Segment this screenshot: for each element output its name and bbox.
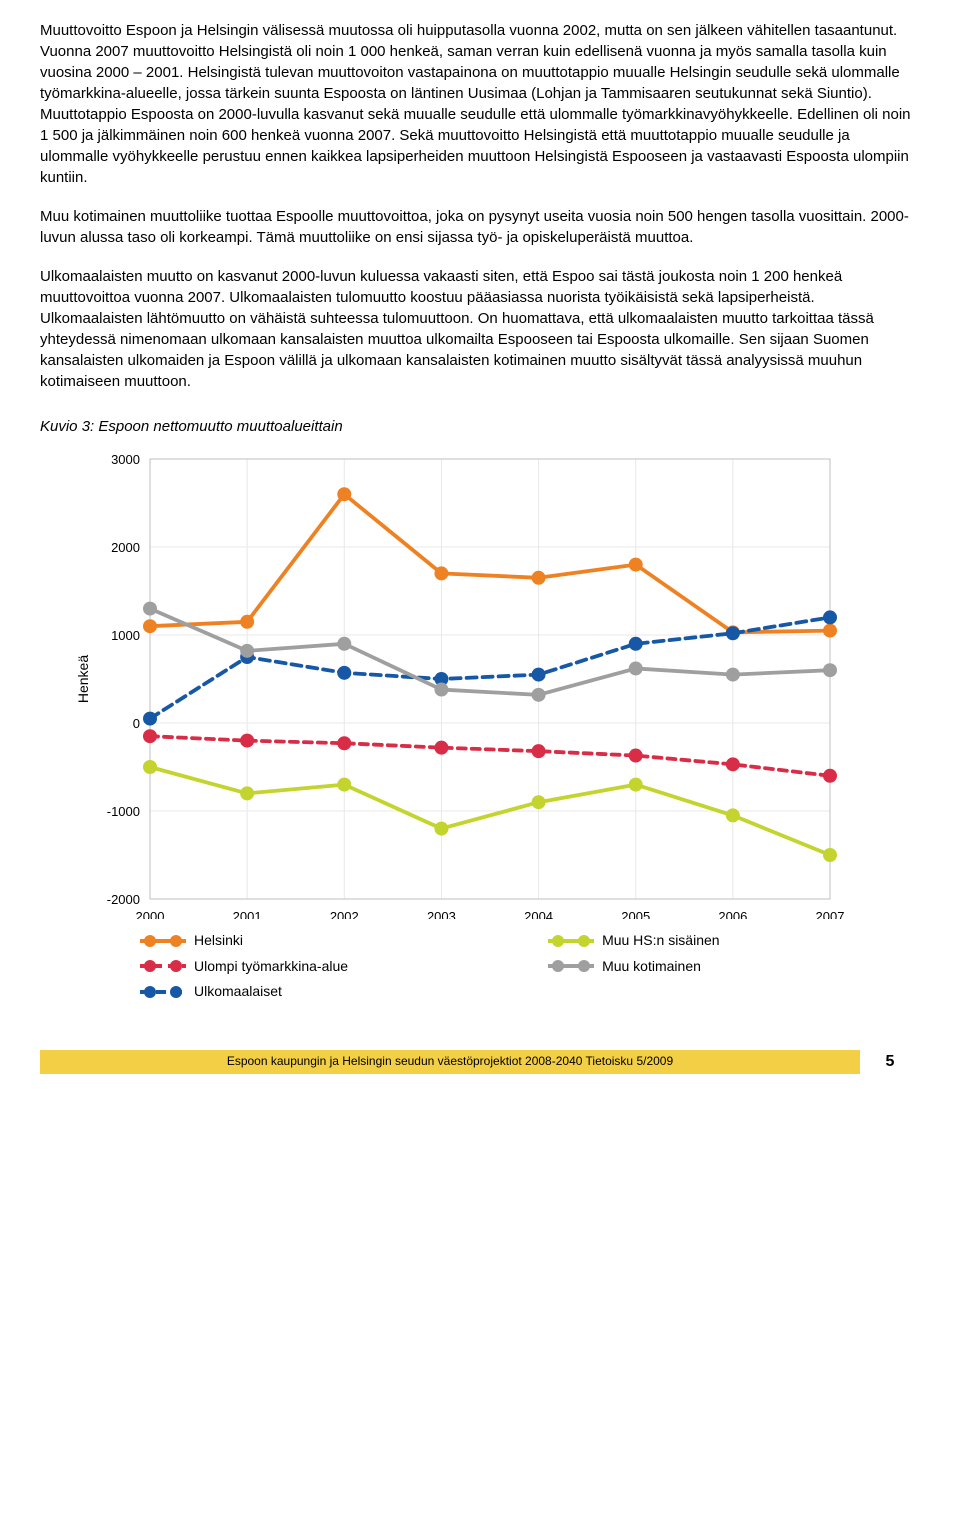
page-number: 5 <box>860 1051 920 1073</box>
legend-swatch-ulkomaalaiset <box>140 984 186 1000</box>
svg-text:2004: 2004 <box>524 909 553 919</box>
series-marker-muu_kotimainen <box>143 602 157 616</box>
series-marker-helsinki <box>143 619 157 633</box>
svg-text:-2000: -2000 <box>107 892 140 907</box>
svg-text:2002: 2002 <box>330 909 359 919</box>
series-marker-ulkomaalaiset <box>143 712 157 726</box>
series-marker-ulompi <box>240 734 254 748</box>
legend-label-muu_hs: Muu HS:n sisäinen <box>602 931 720 951</box>
series-marker-muu_kotimainen <box>337 637 351 651</box>
legend-swatch-ulompi <box>140 958 186 974</box>
series-marker-muu_hs <box>726 808 740 822</box>
svg-text:2000: 2000 <box>111 540 140 555</box>
legend-label-ulkomaalaiset: Ulkomaalaiset <box>194 982 282 1002</box>
legend-swatch-muu_kotimainen <box>548 958 594 974</box>
footer-title: Espoon kaupungin ja Helsingin seudun väe… <box>40 1050 860 1074</box>
series-marker-muu_hs <box>629 778 643 792</box>
svg-text:2003: 2003 <box>427 909 456 919</box>
paragraph-1: Muuttovoitto Espoon ja Helsingin välises… <box>40 20 920 188</box>
svg-text:1000: 1000 <box>111 628 140 643</box>
svg-text:0: 0 <box>133 716 140 731</box>
legend-swatch-helsinki <box>140 933 186 949</box>
series-marker-muu_hs <box>143 760 157 774</box>
series-marker-helsinki <box>337 487 351 501</box>
series-marker-muu_hs <box>240 786 254 800</box>
series-marker-ulompi <box>532 744 546 758</box>
series-marker-muu_kotimainen <box>434 683 448 697</box>
series-marker-ulkomaalaiset <box>726 626 740 640</box>
series-marker-muu_hs <box>823 848 837 862</box>
svg-text:2000: 2000 <box>136 909 165 919</box>
series-marker-helsinki <box>240 615 254 629</box>
legend-label-muu_kotimainen: Muu kotimainen <box>602 957 701 977</box>
series-marker-ulompi <box>143 729 157 743</box>
series-marker-ulompi <box>726 757 740 771</box>
svg-text:Henkeä: Henkeä <box>75 655 91 703</box>
page-footer: Espoon kaupungin ja Helsingin seudun väe… <box>40 1042 920 1082</box>
series-marker-muu_kotimainen <box>532 688 546 702</box>
series-marker-helsinki <box>823 624 837 638</box>
series-marker-ulkomaalaiset <box>337 666 351 680</box>
svg-text:2005: 2005 <box>621 909 650 919</box>
legend-swatch-muu_hs <box>548 933 594 949</box>
series-marker-helsinki <box>532 571 546 585</box>
chart-title: Kuvio 3: Espoon nettomuutto muuttoalueit… <box>40 416 920 437</box>
legend-item-muu_hs: Muu HS:n sisäinen <box>548 931 720 951</box>
series-marker-ulompi <box>629 749 643 763</box>
series-marker-muu_kotimainen <box>240 644 254 658</box>
series-marker-muu_hs <box>337 778 351 792</box>
paragraph-3: Ulkomaalaisten muutto on kasvanut 2000-l… <box>40 266 920 392</box>
series-marker-helsinki <box>434 566 448 580</box>
net-migration-chart: -2000 -1000 0 1000 2000 3000 2000 2001 2002 2003 2… <box>40 449 920 1002</box>
svg-text:3000: 3000 <box>111 452 140 467</box>
series-marker-helsinki <box>629 558 643 572</box>
series-marker-muu_kotimainen <box>823 663 837 677</box>
chart-svg: -2000 -1000 0 1000 2000 3000 2000 2001 2002 2003 2… <box>70 449 850 919</box>
chart-legend: Helsinki Ulompi työmarkkina-alue Ulkomaa… <box>140 931 920 1002</box>
svg-text:2001: 2001 <box>233 909 262 919</box>
legend-item-muu_kotimainen: Muu kotimainen <box>548 957 720 977</box>
legend-item-helsinki: Helsinki <box>140 931 348 951</box>
series-marker-muu_kotimainen <box>629 661 643 675</box>
paragraph-2: Muu kotimainen muuttoliike tuottaa Espoo… <box>40 206 920 248</box>
series-marker-ulompi <box>823 769 837 783</box>
svg-text:-1000: -1000 <box>107 804 140 819</box>
legend-item-ulompi: Ulompi työmarkkina-alue <box>140 957 348 977</box>
series-marker-ulkomaalaiset <box>823 610 837 624</box>
legend-label-ulompi: Ulompi työmarkkina-alue <box>194 957 348 977</box>
series-marker-ulompi <box>434 741 448 755</box>
series-marker-muu_hs <box>434 822 448 836</box>
series-marker-muu_hs <box>532 795 546 809</box>
series-marker-ulkomaalaiset <box>532 668 546 682</box>
svg-text:2007: 2007 <box>816 909 845 919</box>
legend-item-ulkomaalaiset: Ulkomaalaiset <box>140 982 348 1002</box>
legend-label-helsinki: Helsinki <box>194 931 243 951</box>
svg-text:2006: 2006 <box>718 909 747 919</box>
series-marker-ulompi <box>337 736 351 750</box>
series-marker-ulkomaalaiset <box>629 637 643 651</box>
series-marker-muu_kotimainen <box>726 668 740 682</box>
